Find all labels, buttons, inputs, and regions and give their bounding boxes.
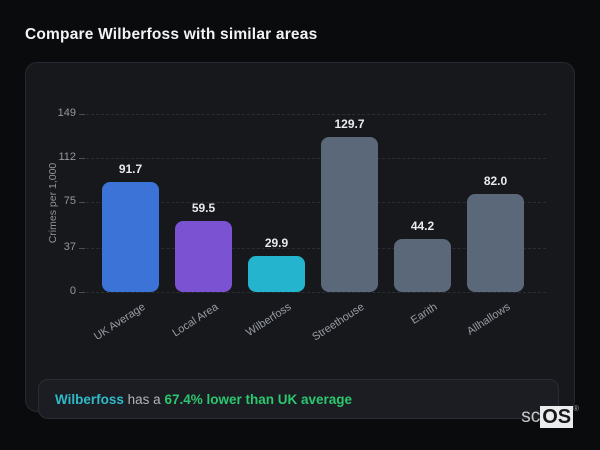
note-stat: 67.4% lower than UK average <box>164 391 353 407</box>
logo-os-chip: OS <box>540 406 574 428</box>
note-area-name: Wilberfoss <box>55 391 124 407</box>
bar-value-label: 91.7 <box>118 162 143 177</box>
bar-uk-average[interactable] <box>102 182 159 292</box>
gridline <box>86 247 546 249</box>
y-tick-mark <box>79 292 85 293</box>
bar-streethouse[interactable] <box>321 137 378 292</box>
chart-card: Crimes per 1,000 0 37 75 112 149 91.7 UK Avera… <box>25 62 576 419</box>
y-tick-label: 149 <box>57 107 76 119</box>
registered-mark-icon: ® <box>573 404 579 413</box>
brand-logo: sc OS ® <box>521 404 579 428</box>
bar-earith[interactable] <box>394 239 451 292</box>
y-tick-mark <box>79 202 85 204</box>
gridline <box>86 292 546 293</box>
gridline <box>86 202 546 204</box>
logo-prefix: sc <box>521 406 541 427</box>
bar-value-label: 59.5 <box>191 200 216 215</box>
page-title: Compare Wilberfoss with similar areas <box>25 26 318 43</box>
y-tick-label: 112 <box>58 151 76 164</box>
y-tick-label: 75 <box>63 195 76 208</box>
y-tick-mark <box>79 247 85 249</box>
y-tick-mark <box>79 114 85 115</box>
y-tick-label: 0 <box>69 285 76 297</box>
gridline <box>86 114 546 115</box>
bar-allhallows[interactable] <box>467 194 524 292</box>
bar-value-label: 29.9 <box>264 236 289 251</box>
bar-value-label: 82.0 <box>483 174 508 189</box>
bar-wilberfoss[interactable] <box>248 256 305 292</box>
bar-value-label: 129.7 <box>334 117 365 132</box>
note-connector: has a <box>123 391 165 407</box>
gridline <box>86 158 546 160</box>
y-tick-label: 37 <box>63 240 76 253</box>
note-box: Wilberfoss has a 67.4% lower than UK ave… <box>38 379 559 419</box>
y-tick-mark <box>79 158 85 160</box>
bar-local-area[interactable] <box>175 220 232 292</box>
plot-area: Crimes per 1,000 0 37 75 112 149 91.7 UK Avera… <box>26 63 576 413</box>
bar-value-label: 44.2 <box>410 219 435 234</box>
